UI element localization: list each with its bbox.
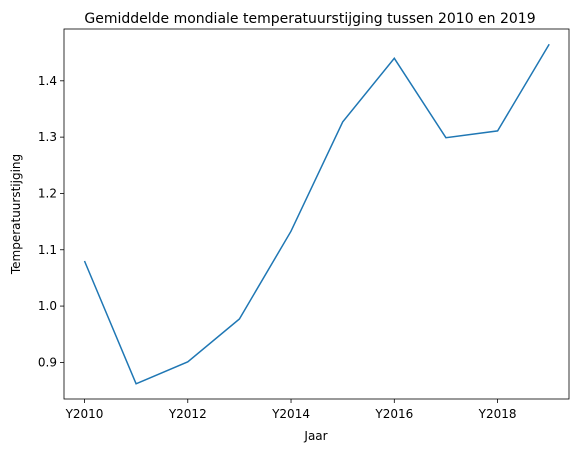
y-tick-label: 1.0: [38, 299, 57, 313]
y-tick-label: 1.2: [38, 186, 57, 200]
x-tick-label: Y2014: [271, 407, 310, 421]
y-tick-label: 1.1: [38, 243, 57, 257]
y-tick-label: 1.4: [38, 74, 57, 88]
x-tick-label: Y2012: [168, 407, 207, 421]
plot-area: [63, 28, 570, 400]
x-axis-label: Jaar: [303, 429, 327, 443]
y-tick-label: 0.9: [38, 355, 57, 369]
x-tick-label: Y2018: [478, 407, 517, 421]
y-axis: 0.9 1.0 1.1 1.2 1.3 1.4: [38, 74, 64, 369]
y-tick-label: 1.3: [38, 130, 57, 144]
chart-title: Gemiddelde mondiale temperatuurstijging …: [84, 11, 535, 27]
series-line: [83, 43, 550, 385]
y-axis-label: Temperatuurstijging: [9, 154, 23, 275]
x-tick-label: Y2016: [374, 407, 413, 421]
x-axis: Y2010 Y2012 Y2014 Y2016 Y2018: [65, 399, 517, 421]
x-tick-label: Y2010: [65, 407, 104, 421]
